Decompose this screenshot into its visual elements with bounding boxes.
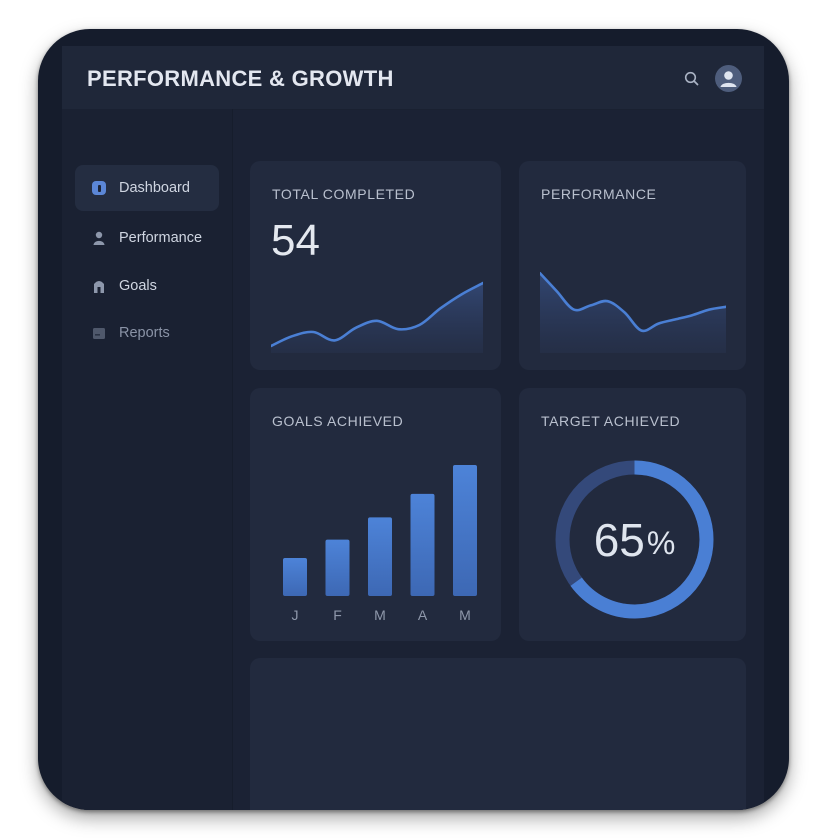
x-tick-label: J bbox=[292, 607, 299, 623]
x-tick-label: F bbox=[333, 607, 342, 623]
x-tick-label: M bbox=[459, 607, 471, 623]
goals-achieved-card: GOALS ACHIEVED J F M A M bbox=[250, 388, 501, 641]
x-tick-label: M bbox=[374, 607, 386, 623]
app-screen: PERFORMANCE & GROWTH bbox=[62, 46, 764, 810]
empty-panel bbox=[250, 658, 746, 810]
bar-f-1 bbox=[325, 539, 350, 596]
sidebar-item-reports[interactable]: Reports bbox=[75, 310, 219, 356]
goals-icon bbox=[92, 279, 106, 293]
sidebar-item-label: Dashboard bbox=[119, 180, 190, 196]
card-title: PERFORMANCE bbox=[541, 186, 657, 202]
sidebar-item-label: Reports bbox=[119, 325, 170, 341]
device-frame: PERFORMANCE & GROWTH bbox=[38, 29, 789, 810]
bar-m-2 bbox=[368, 517, 392, 596]
sidebar-item-dashboard[interactable]: Dashboard bbox=[75, 165, 219, 211]
total-completed-card: TOTAL COMPLETED 54 bbox=[250, 161, 501, 370]
sidebar-item-goals[interactable]: Goals bbox=[75, 263, 219, 309]
bar-m-4 bbox=[453, 465, 477, 596]
total-completed-value: 54 bbox=[271, 216, 320, 265]
target-donut-chart bbox=[555, 460, 714, 619]
card-title: TOTAL COMPLETED bbox=[272, 186, 416, 202]
target-unit: % bbox=[646, 525, 676, 561]
target-donut: 65% bbox=[553, 458, 716, 621]
search-icon[interactable] bbox=[683, 70, 701, 88]
x-tick-label: A bbox=[418, 607, 428, 623]
sidebar: Dashboard Performance Go bbox=[62, 109, 233, 810]
reports-icon bbox=[92, 326, 106, 340]
page-title: PERFORMANCE & GROWTH bbox=[87, 66, 394, 91]
sidebar-item-label: Goals bbox=[119, 278, 157, 294]
sidebar-item-performance[interactable]: Performance bbox=[75, 215, 219, 261]
total-completed-chart bbox=[271, 281, 483, 353]
target-value: 65 bbox=[593, 513, 645, 566]
series-line bbox=[271, 281, 483, 348]
dashboard-icon bbox=[92, 181, 106, 195]
top-header: PERFORMANCE & GROWTH bbox=[62, 46, 764, 110]
person-icon bbox=[92, 231, 106, 245]
series-line bbox=[540, 271, 726, 333]
user-avatar-icon[interactable] bbox=[715, 65, 742, 92]
sidebar-item-label: Performance bbox=[119, 230, 203, 246]
card-title: GOALS ACHIEVED bbox=[272, 413, 404, 429]
donut-achieved bbox=[555, 460, 714, 619]
performance-card: PERFORMANCE bbox=[519, 161, 746, 370]
target-achieved-card: TARGET ACHIEVED 65% bbox=[519, 388, 746, 641]
bar-j-0 bbox=[283, 558, 307, 596]
bar-a-3 bbox=[410, 493, 435, 596]
performance-chart bbox=[540, 271, 726, 353]
area-fill bbox=[271, 283, 483, 353]
area-fill bbox=[540, 273, 726, 353]
target-achieved-value: 65% bbox=[553, 458, 716, 621]
card-title: TARGET ACHIEVED bbox=[541, 413, 681, 429]
